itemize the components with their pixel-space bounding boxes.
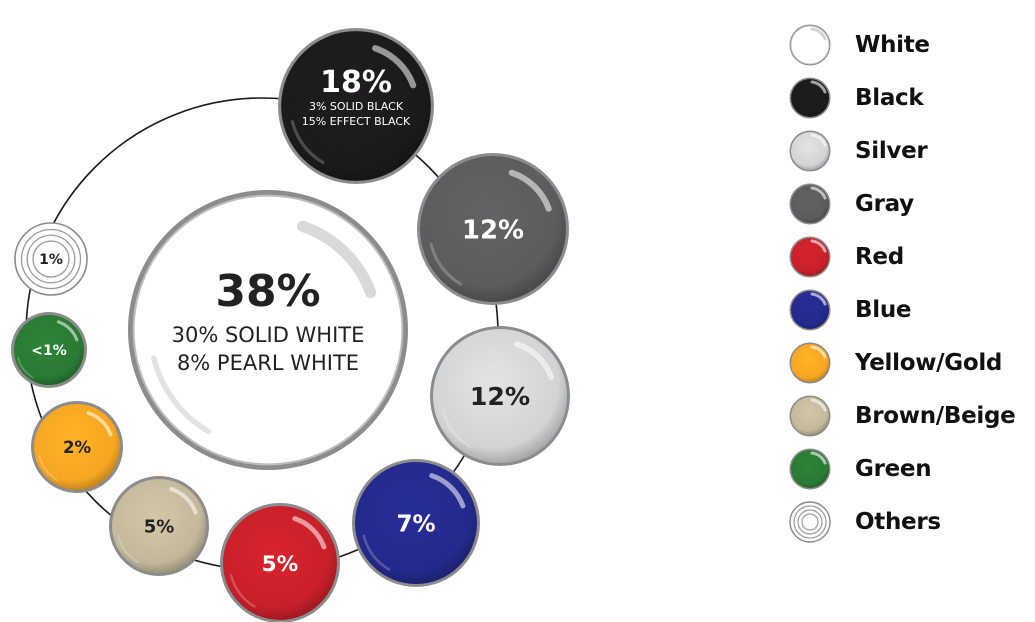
value-label-silver: 12% [470,382,530,411]
legend-item: Silver [788,124,1035,177]
bubble-brown: 5% [109,476,209,576]
legend-swatch [789,24,831,65]
legend-label: Blue [855,296,912,323]
bubble-yellow: 2% [31,401,123,493]
legend-swatch [789,77,831,118]
legend-item: Black [788,71,1035,124]
legend-item: Brown/Beige [788,389,1035,442]
bubble-shape-yellow [34,404,120,490]
bubble-white: 38% 30% SOLID WHITE 8% PEARL WHITE [128,190,408,470]
legend-item: Red [788,230,1035,283]
bubble-red: 5% [220,503,340,622]
bubble-black: 18%3% SOLID BLACK 15% EFFECT BLACK [278,28,434,184]
sub-label-black: 3% SOLID BLACK [309,100,404,113]
value-label-blue: 7% [396,511,435,537]
legend-label: Others [855,508,941,535]
bubble-ring-others [20,228,82,290]
bubble-shape-silver [433,329,567,463]
bubble-highlight-silver [514,341,555,381]
legend-label: Yellow/Gold [855,349,1003,376]
bubble-highlight-yellow [86,411,113,437]
bubble-reflection-gray [429,242,463,286]
legend-label: Black [855,84,924,111]
legend-item: Blue [788,283,1035,336]
value-label-others: 1% [39,252,63,268]
bubble-shape-others [14,222,88,296]
bubble-silver: 12% [430,326,570,466]
value-label-white: 38% [215,266,320,317]
bubble-shape-gray [420,156,566,302]
bubble-shape-black [281,31,431,181]
legend-label: White [855,31,930,58]
legend-label: Red [855,243,904,270]
legend-item: Others [788,495,1035,548]
bubble-shape-brown [112,479,206,573]
bubble-blue: 7% [352,459,480,587]
bubble-highlight-black [372,45,417,89]
legend-label: Gray [855,190,914,217]
legend-swatch [789,500,831,543]
bubble-highlight-blue [429,473,466,509]
bubble-shape-white [132,194,404,466]
legend-swatch [789,448,831,489]
legend-swatch [789,236,831,277]
bubble-reflection-blue [362,534,391,571]
value-label-black: 18% [320,65,392,100]
bubble-reflection-brown [117,535,139,564]
bubble-highlight-white [296,220,377,299]
bubble-reflection-black [290,120,325,165]
bubble-shape-red [223,506,337,620]
sub-label-white: 8% PEARL WHITE [177,351,359,375]
legend-item: Gray [788,177,1035,230]
bubble-reflection-green [17,356,34,379]
bubble-highlight-green [56,320,79,342]
bubble-shape-green [14,315,84,385]
legend-item: White [788,18,1035,71]
value-label-gray: 12% [462,215,524,245]
bubble-highlight-brown [169,486,198,515]
bubble-gray: 12% [417,153,569,305]
legend-swatch [789,183,831,224]
legend-swatch [789,342,831,383]
legend-swatch [789,289,831,330]
value-label-brown: 5% [144,516,175,537]
sub-label-white: 30% SOLID WHITE [172,323,365,347]
bubble-green: <1% [11,312,87,388]
bubble-reflection-silver [441,408,472,449]
legend-label: Green [855,455,932,482]
legend-swatch [789,130,831,171]
sub-label-black: 15% EFFECT BLACK [302,115,411,128]
bubble-highlight-red [292,516,327,550]
bubble-reflection-yellow [38,455,59,482]
bubble-chart: 1% 18%3% SOLID BLACK 15% EFFECT BLACK 12% 12… [11,28,570,622]
legend-label: Brown/Beige [855,402,1016,429]
bubble-reflection-red [229,573,256,608]
bubble-highlight-gray [508,169,552,212]
bubble-ring-others [26,234,76,284]
bubble-others: 1% [14,222,88,296]
legend: White Black Silver Gray Red Blue Yellow/Gold Br… [788,18,1035,548]
value-label-green: <1% [31,343,67,359]
legend-label: Silver [855,137,928,164]
value-label-yellow: 2% [63,438,92,457]
legend-item: Green [788,442,1035,495]
bubble-shape-blue [355,462,477,584]
legend-item: Yellow/Gold [788,336,1035,389]
legend-swatch [789,395,831,436]
bubble-ring-others [32,240,70,278]
value-label-red: 5% [262,552,299,577]
bubble-reflection-white [151,355,212,435]
